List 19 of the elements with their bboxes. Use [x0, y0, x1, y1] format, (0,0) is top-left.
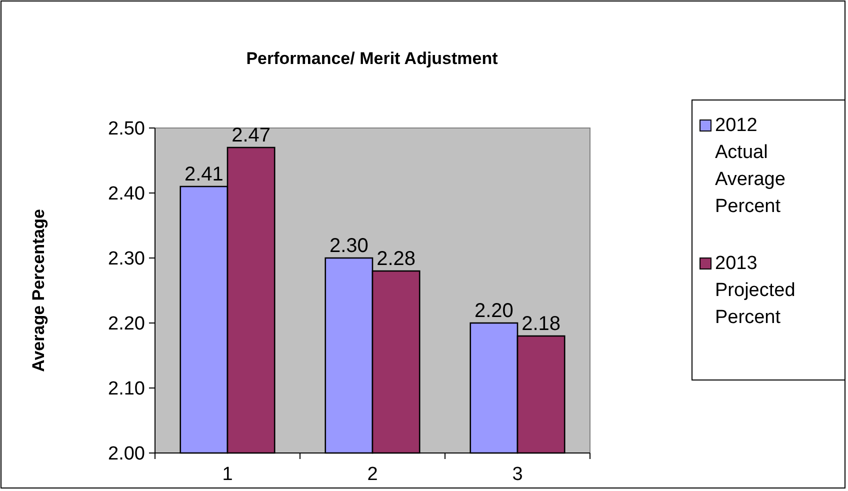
x-tick-label: 3: [512, 464, 523, 485]
x-tick-label: 1: [222, 464, 233, 485]
y-tick-label: 2.10: [108, 378, 145, 400]
data-label: 2.28: [376, 248, 416, 270]
y-axis-title: Average Percentage: [29, 209, 48, 372]
legend-label: 2012 Actual Average Percent: [715, 115, 786, 217]
data-label: 2.18: [522, 313, 561, 335]
x-tick-label: 2: [367, 464, 378, 485]
data-label: 2.47: [232, 124, 271, 146]
y-tick-label: 2.30: [108, 248, 145, 270]
data-label: 2.20: [474, 300, 514, 322]
y-tick-label: 2.50: [108, 118, 145, 140]
y-tick-label: 2.40: [108, 184, 145, 205]
chart-title: Performance/ Merit Adjustment: [246, 49, 498, 68]
data-label: 2.30: [329, 235, 368, 257]
legend-label: 2013 Projected Percent: [715, 253, 796, 328]
y-tick-label: 2.00: [108, 444, 145, 465]
data-label: 2.41: [184, 164, 224, 186]
y-tick-label: 2.20: [108, 314, 145, 335]
